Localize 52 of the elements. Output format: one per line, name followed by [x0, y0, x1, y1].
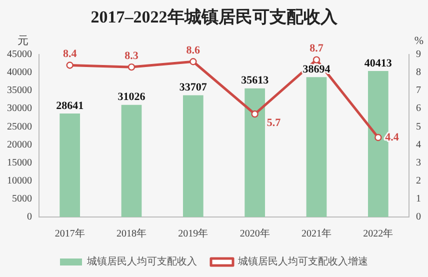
data-label: 8.6 [186, 44, 201, 56]
data-label: 28641 [56, 100, 84, 112]
legend-label: 城镇居民人均可支配收入增速 [237, 256, 368, 268]
y2-axis-title: % [414, 34, 424, 47]
data-label: 8.4 [62, 48, 78, 60]
y2-tick-label: 6 [416, 103, 421, 114]
y-tick-label: 30000 [7, 103, 32, 114]
x-tick-label: 2020年 [240, 228, 270, 240]
point [312, 56, 320, 64]
data-label: 8.3 [124, 50, 139, 62]
y2-tick-label: 7 [416, 85, 421, 96]
y2-tick-label: 5 [416, 121, 421, 132]
point [374, 134, 382, 142]
chart-title: 2017–2022年城镇居民可支配收入 [90, 8, 338, 27]
y-tick-label: 15000 [7, 157, 32, 168]
y-tick-label: 0 [27, 212, 32, 223]
x-tick-label: 2019年 [178, 228, 208, 240]
y2-tick-label: 1 [416, 194, 421, 205]
y2-tick-label: 8 [416, 67, 421, 78]
data-label: 31026 [118, 91, 146, 104]
bar [182, 95, 204, 217]
y-tick-label: 10000 [7, 175, 32, 186]
x-tick-label: 2021年 [302, 228, 332, 240]
x-tick-label: 2017年 [54, 228, 85, 240]
data-label: 8.7 [310, 42, 324, 55]
bar [121, 104, 142, 217]
bar [60, 114, 80, 217]
y2-tick-label: 0 [416, 212, 421, 223]
point [251, 110, 258, 118]
point [190, 58, 197, 66]
y-tick-label: 25000 [7, 121, 32, 132]
point [66, 62, 74, 69]
point [128, 63, 136, 71]
x-tick-label: 2018年 [116, 228, 146, 240]
data-label: 35613 [241, 74, 270, 87]
y-tick-label: 40000 [7, 67, 32, 78]
y2-tick-label: 9 [416, 49, 421, 60]
y-tick-label: 5000 [12, 194, 32, 205]
legend-label: 城镇居民人均可支配收入 [86, 256, 197, 268]
y2-tick-label: 2 [416, 175, 421, 186]
x-tick-label: 2022年 [363, 228, 394, 240]
y-tick-label: 35000 [7, 85, 32, 96]
y-axis-title: 元 [18, 34, 28, 47]
y2-tick-label: 3 [416, 157, 421, 168]
data-label: 40413 [364, 57, 392, 70]
data-label: 5.7 [266, 116, 282, 129]
y-tick-label: 45000 [7, 49, 32, 60]
y2-tick-label: 4 [416, 139, 421, 150]
y-tick-label: 20000 [7, 139, 32, 150]
bar [244, 88, 266, 217]
bar [306, 77, 327, 217]
data-label: 33707 [179, 82, 208, 94]
